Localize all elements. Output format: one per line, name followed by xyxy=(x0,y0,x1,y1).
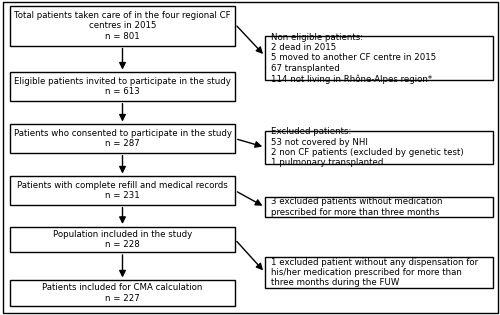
Text: Total patients taken care of in the four regional CF
centres in 2015
n = 801: Total patients taken care of in the four… xyxy=(14,11,231,41)
FancyBboxPatch shape xyxy=(2,2,498,313)
Text: 1 excluded patient without any dispensation for
his/her medication prescribed fo: 1 excluded patient without any dispensat… xyxy=(271,258,478,287)
FancyBboxPatch shape xyxy=(265,131,492,164)
Text: Eligible patients invited to participate in the study
n = 613: Eligible patients invited to participate… xyxy=(14,77,231,96)
FancyBboxPatch shape xyxy=(10,124,235,153)
Text: Patients with complete refill and medical records
n = 231: Patients with complete refill and medica… xyxy=(17,181,228,200)
Text: Patients who consented to participate in the study
n = 287: Patients who consented to participate in… xyxy=(14,129,232,148)
Text: Patients included for CMA calculation
n = 227: Patients included for CMA calculation n … xyxy=(42,283,202,303)
Text: 3 excluded patients without medication
prescribed for more than three months: 3 excluded patients without medication p… xyxy=(271,198,442,217)
Text: Excluded patients:
53 not covered by NHI
2 non CF patients (excluded by genetic : Excluded patients: 53 not covered by NHI… xyxy=(271,127,464,167)
FancyBboxPatch shape xyxy=(10,72,235,101)
Text: Non eligible patients:
2 dead in 2015
5 moved to another CF centre in 2015
67 tr: Non eligible patients: 2 dead in 2015 5 … xyxy=(271,33,436,84)
FancyBboxPatch shape xyxy=(10,6,235,46)
FancyBboxPatch shape xyxy=(265,36,492,80)
FancyBboxPatch shape xyxy=(10,176,235,205)
FancyBboxPatch shape xyxy=(10,280,235,306)
FancyBboxPatch shape xyxy=(265,197,492,217)
FancyBboxPatch shape xyxy=(10,227,235,252)
FancyBboxPatch shape xyxy=(265,257,492,288)
Text: Population included in the study
n = 228: Population included in the study n = 228 xyxy=(53,230,192,249)
